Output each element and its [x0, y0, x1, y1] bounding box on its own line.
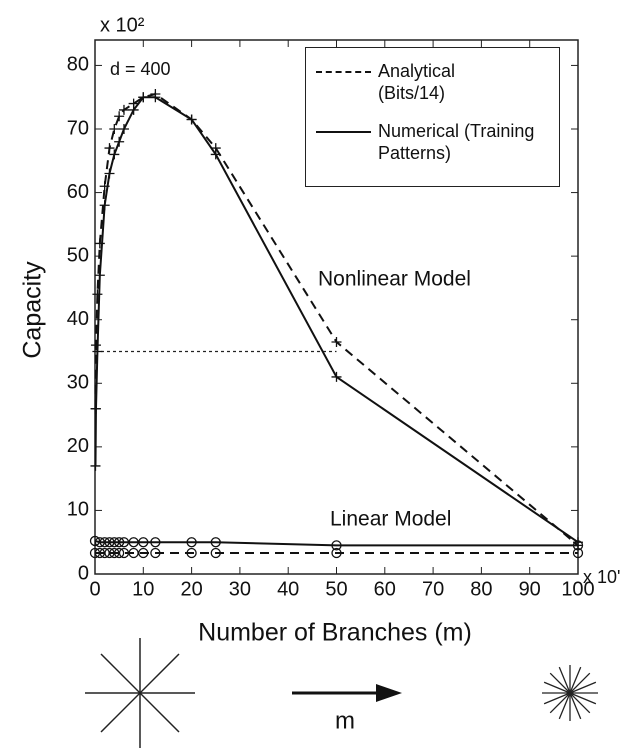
series-line	[94, 96, 579, 544]
point	[138, 92, 149, 103]
point	[572, 547, 584, 559]
point	[138, 537, 149, 548]
series-line	[94, 92, 579, 547]
point	[90, 460, 101, 471]
y-tick-label: 80	[67, 54, 89, 76]
point	[118, 124, 129, 134]
y-tick-label: 20	[67, 435, 89, 457]
point	[114, 111, 125, 122]
point	[114, 136, 125, 147]
y-tick-label: 10	[67, 499, 89, 521]
y-tick-label: 60	[67, 181, 89, 203]
y-tick-label: 40	[67, 308, 89, 330]
y-tick-label: 30	[67, 372, 89, 394]
point	[94, 537, 105, 548]
legend-swatch	[316, 131, 371, 133]
point	[186, 547, 197, 559]
point	[104, 168, 115, 179]
x-tick-label: 50	[325, 578, 347, 600]
point	[99, 200, 110, 211]
x-multiplier: x 10'	[583, 567, 620, 587]
point	[99, 547, 110, 559]
point	[90, 403, 101, 414]
point	[210, 547, 221, 559]
x-tick-label: 10	[132, 578, 154, 600]
y-tick-label: 0	[78, 562, 89, 584]
annotation: d = 400	[110, 59, 171, 79]
annotation: Nonlinear Model	[318, 268, 471, 291]
x-tick-label: 30	[229, 578, 251, 600]
point	[150, 537, 161, 548]
point	[118, 104, 129, 115]
point	[331, 540, 342, 551]
legend-swatch	[316, 71, 371, 73]
point	[92, 346, 103, 357]
arrow	[292, 684, 402, 702]
point	[128, 547, 139, 559]
point	[89, 535, 101, 547]
x-tick-label: 70	[422, 578, 444, 600]
x-tick-label: 80	[470, 578, 492, 600]
y-tick-label: 50	[67, 244, 89, 266]
point	[114, 547, 125, 559]
point	[186, 114, 197, 125]
point	[186, 537, 197, 548]
sparse-star	[85, 638, 195, 748]
point	[331, 371, 342, 382]
point	[118, 537, 130, 548]
x-tick-label: 40	[277, 578, 299, 600]
point	[128, 104, 139, 115]
point	[104, 143, 115, 154]
point	[90, 340, 101, 351]
point	[99, 537, 110, 548]
point	[210, 149, 221, 160]
point	[94, 238, 105, 249]
point	[109, 149, 120, 160]
point	[92, 289, 103, 300]
legend-label: Analytical (Bits/14)	[378, 61, 456, 103]
diagram-label: m	[335, 707, 355, 734]
y-tick-label: 70	[67, 117, 89, 139]
point	[150, 547, 161, 559]
point	[104, 537, 115, 548]
y-axis-label: Capacity	[19, 261, 47, 359]
spoke	[543, 681, 597, 705]
point	[94, 270, 105, 281]
point	[104, 547, 115, 559]
point	[94, 547, 105, 559]
point	[331, 336, 342, 347]
point	[150, 92, 161, 103]
dense-star	[542, 665, 598, 721]
point	[114, 537, 125, 548]
point	[109, 124, 120, 134]
point	[118, 547, 130, 559]
x-tick-label: 60	[374, 578, 396, 600]
series-line	[94, 539, 578, 547]
point	[89, 547, 101, 559]
x-tick-label: 90	[519, 578, 541, 600]
x-tick-label: 100	[561, 578, 594, 600]
x-axis-label: Number of Branches (m)	[198, 619, 472, 647]
point	[109, 547, 120, 559]
point	[109, 537, 120, 548]
annotation: Linear Model	[330, 508, 451, 531]
y-multiplier: x 10²	[100, 14, 145, 36]
x-tick-label: 20	[180, 578, 202, 600]
point	[331, 547, 342, 559]
point	[138, 547, 149, 559]
legend-label: Numerical (Training Patterns)	[378, 121, 535, 163]
point	[210, 537, 221, 548]
x-tick-label: 0	[89, 578, 100, 600]
point	[572, 540, 584, 551]
legend: Analytical (Bits/14) Numerical (Training …	[305, 47, 560, 187]
point	[128, 537, 139, 548]
